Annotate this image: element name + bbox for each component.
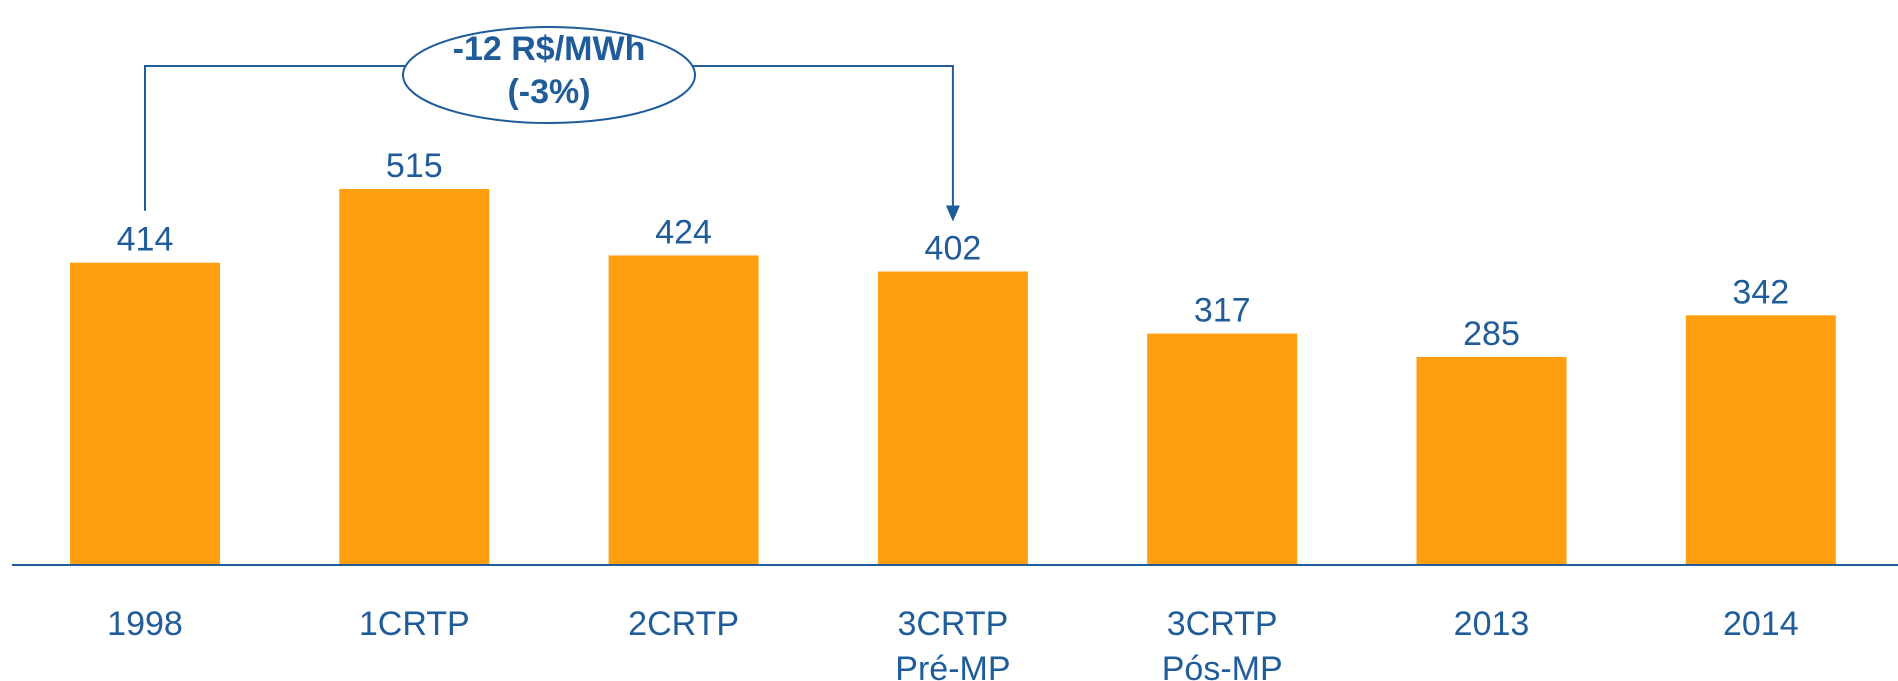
x-tick-label: Pós-MP	[1162, 650, 1283, 681]
bar-value-label: 515	[386, 147, 443, 185]
bar	[1147, 333, 1298, 565]
x-tick-label: 1CRTP	[359, 605, 470, 643]
bar-value-label: 402	[925, 230, 982, 268]
x-tick-label: 3CRTP	[897, 605, 1008, 643]
bar	[1685, 315, 1836, 565]
x-tick-label: 1998	[107, 605, 183, 643]
bar-value-label: 424	[655, 213, 712, 251]
annotation-left-connector	[144, 65, 407, 211]
x-tick-label: 2014	[1723, 605, 1799, 643]
bar	[339, 189, 490, 565]
change-annotation: -12 R$/MWh (-3%)	[144, 26, 960, 222]
bar-value-label: 342	[1732, 273, 1789, 311]
x-tick-labels-group: 1998 1CRTP 2CRTP 3CRTP Pré-MP 3CRTP Pós-MP 2013…	[107, 605, 1798, 681]
bar-value-label: 285	[1463, 315, 1520, 353]
x-tick-label: Pré-MP	[895, 650, 1010, 681]
x-tick-label: 2CRTP	[628, 605, 739, 643]
annotation-arrowhead	[945, 205, 960, 222]
annotation-ellipse	[402, 26, 696, 124]
x-tick-label: 2013	[1454, 605, 1530, 643]
annotation-delta-text: -12 R$/MWh	[453, 30, 646, 68]
bar	[70, 262, 220, 565]
value-labels-group: 414 515 424 402 317 285 342	[117, 147, 1790, 353]
annotation-right-connector	[691, 65, 954, 208]
bar	[877, 271, 1028, 565]
annotation-percent-text: (-3%)	[507, 73, 590, 111]
bars-group	[70, 189, 1836, 565]
bar	[1416, 356, 1567, 565]
x-tick-label: 3CRTP	[1167, 605, 1278, 643]
bar-value-label: 317	[1194, 292, 1251, 330]
bar-value-label: 414	[117, 221, 174, 259]
bar	[608, 255, 759, 565]
